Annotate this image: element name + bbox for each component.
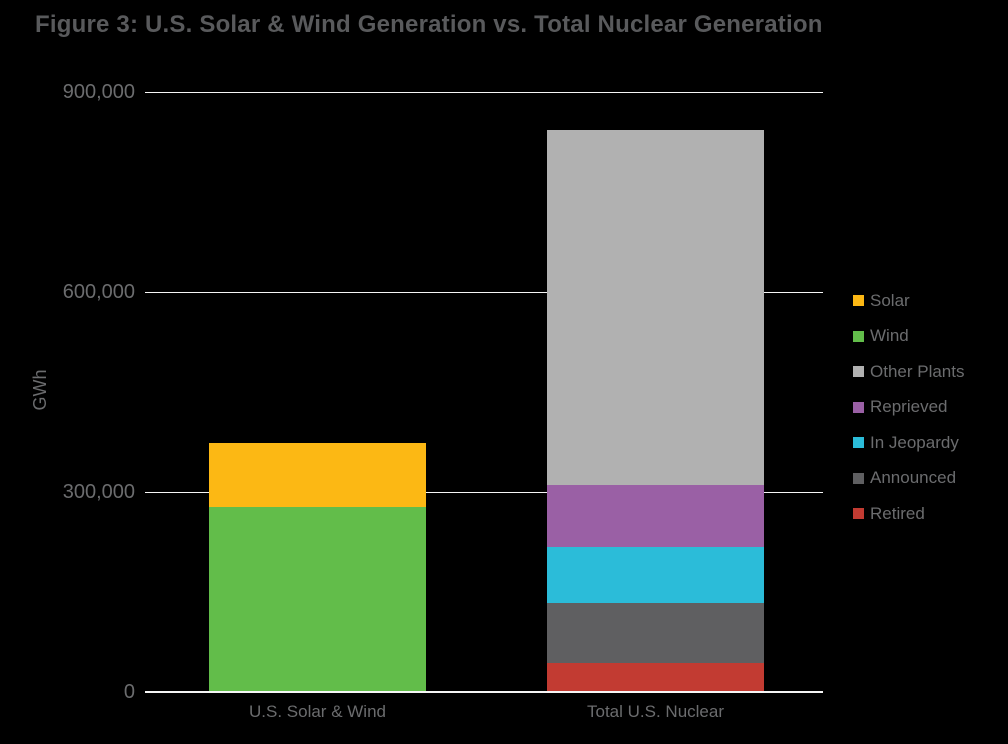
x-axis-line [145, 691, 823, 693]
bar-segment-total-u-s-nuclear-reprieved [547, 485, 764, 548]
y-tick-label-300000: 300,000 [62, 481, 135, 503]
legend-label-solar: Solar [870, 290, 910, 310]
legend-label-announced: Announced [870, 468, 957, 488]
legend-label-other-plants: Other Plants [870, 361, 965, 381]
legend-swatch-announced [853, 472, 864, 484]
y-tick-label-0: 0 [123, 681, 135, 703]
legend-label-wind: Wind [870, 326, 909, 346]
legend-item-wind: Wind [853, 319, 965, 355]
legend-swatch-retired [853, 508, 864, 520]
legend-item-reprieved: Reprieved [853, 390, 965, 426]
legend-item-in-jeopardy: In Jeopardy [853, 425, 965, 461]
legend-item-solar: Solar [853, 283, 965, 319]
bar-segment-total-u-s-nuclear-announced [547, 603, 764, 664]
legend-item-announced: Announced [853, 461, 965, 497]
legend-item-retired: Retired [853, 496, 965, 532]
y-axis-title: GWh [30, 369, 50, 411]
gridline-900000 [145, 92, 823, 93]
gridline-300000 [145, 492, 823, 493]
legend-item-other-plants: Other Plants [853, 354, 965, 390]
legend-swatch-wind [853, 330, 864, 342]
x-tick-label-u-s-solar-wind: U.S. Solar & Wind [249, 702, 386, 721]
chart-title: Figure 3: U.S. Solar & Wind Generation v… [35, 11, 823, 38]
legend-swatch-other-plants [853, 366, 864, 378]
legend-label-reprieved: Reprieved [870, 397, 948, 417]
y-tick-label-900000: 900,000 [62, 81, 135, 103]
legend-label-in-jeopardy: In Jeopardy [870, 432, 959, 452]
legend-swatch-solar [853, 295, 864, 307]
plot-area [145, 92, 823, 693]
bar-segment-total-u-s-nuclear-in-jeopardy [547, 547, 764, 604]
legend: Solar Wind Other Plants Reprieved In Jeopard… [853, 283, 965, 532]
y-tick-label-600000: 600,000 [62, 281, 135, 303]
gridline-600000 [145, 292, 823, 293]
legend-label-retired: Retired [870, 503, 925, 523]
legend-swatch-reprieved [853, 401, 864, 413]
x-tick-label-total-u-s-nuclear: Total U.S. Nuclear [587, 702, 724, 721]
legend-swatch-in-jeopardy [853, 437, 864, 449]
bar-segment-total-u-s-nuclear-retired [547, 663, 764, 692]
bar-segment-u-s-solar-wind-wind [209, 507, 426, 692]
bar-segment-total-u-s-nuclear-other-plants [547, 130, 764, 486]
bar-segment-u-s-solar-wind-solar [209, 443, 426, 508]
